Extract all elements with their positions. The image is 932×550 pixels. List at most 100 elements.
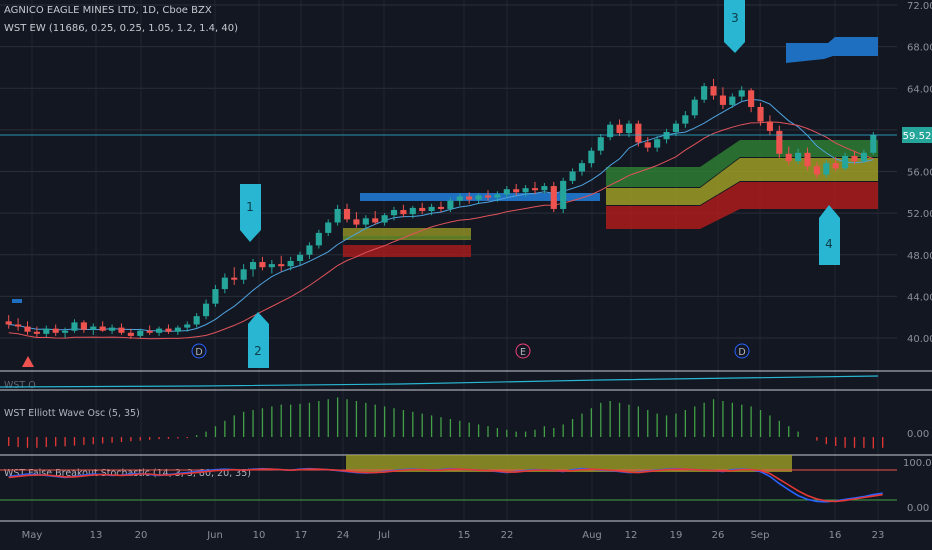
candle (785, 146, 792, 166)
candle (231, 267, 238, 285)
candle (531, 181, 539, 195)
candle (381, 213, 388, 226)
candle (503, 186, 510, 199)
candle (353, 212, 360, 228)
candle (466, 192, 473, 204)
time-tick: 23 (872, 530, 885, 541)
zone-yellow-2 (606, 158, 878, 205)
elliott-osc-histogram (8, 397, 884, 449)
time-axis[interactable]: May 13 20 Jun 10 17 24 Jul 15 22 Aug 12 19 26 Sep 16 23 (22, 530, 885, 541)
candle (776, 125, 783, 158)
candle (33, 326, 40, 337)
price-axis[interactable]: 72.0068.0064.0060.0056.0052.0048.0044.00… (907, 1, 932, 345)
candle (372, 211, 379, 225)
candle (625, 120, 633, 138)
candle (719, 87, 726, 110)
moving-averages (8, 98, 874, 340)
wave-label-1[interactable]: 1 (240, 184, 261, 242)
candle (174, 325, 181, 335)
zone-blue-target (786, 37, 878, 63)
candle (757, 102, 764, 126)
candle (362, 215, 369, 230)
ma-slow-line (8, 121, 874, 340)
wave-label-4[interactable]: 4 (819, 205, 840, 265)
candle (343, 203, 351, 223)
candle (80, 320, 87, 333)
zone-red-1 (343, 245, 471, 257)
wave-label-3[interactable]: 3 (724, 0, 745, 53)
candle (240, 264, 247, 284)
candle (334, 204, 341, 226)
candle (484, 190, 492, 201)
candle (588, 147, 595, 168)
candle (522, 185, 529, 197)
time-tick: May (22, 530, 43, 541)
svg-text:59.52: 59.52 (903, 131, 932, 142)
candle (409, 205, 416, 219)
time-tick: Sep (751, 530, 770, 541)
candle (43, 325, 50, 337)
candle (278, 255, 285, 272)
time-tick: 12 (625, 530, 638, 541)
osc-axis-zero: 0.00 (907, 429, 929, 440)
candle (118, 323, 125, 335)
zone-yellow-1 (343, 228, 471, 240)
candle (710, 78, 717, 100)
candle (400, 204, 407, 218)
candle (15, 318, 22, 331)
svg-text:E: E (520, 347, 526, 358)
time-tick: 13 (90, 530, 103, 541)
candle (137, 328, 144, 338)
time-tick: 20 (135, 530, 148, 541)
stoch-overbought-zone (346, 455, 792, 472)
candle (616, 119, 623, 137)
candle (390, 206, 398, 221)
candle (851, 150, 858, 165)
ma-fast-line (8, 98, 874, 332)
candle (127, 328, 134, 340)
stoch-title: WST False Breakout Stochastic (14, 3, 3,… (4, 468, 251, 479)
svg-text:1: 1 (246, 200, 254, 214)
time-tick: 15 (458, 530, 471, 541)
candle (109, 324, 116, 334)
price-tick: 72.00 (907, 1, 932, 12)
wave-label-2[interactable]: 2 (248, 312, 269, 368)
time-tick: Jun (206, 530, 223, 541)
svg-text:4: 4 (825, 237, 833, 251)
candle (701, 83, 708, 103)
candle (860, 149, 867, 164)
candle (870, 131, 877, 155)
event-marker-d1[interactable]: D (191, 343, 207, 359)
candle (184, 321, 191, 332)
price-badge: 59.52 (902, 127, 932, 143)
time-tick: 17 (295, 530, 308, 541)
candle (813, 162, 820, 179)
price-tick: 44.00 (907, 292, 932, 303)
candle (315, 229, 322, 249)
candle (635, 120, 642, 147)
event-marker-e[interactable]: E (515, 343, 531, 359)
symbol-title: AGNICO EAGLE MINES LTD, 1D, Cboe BZX (4, 5, 212, 16)
candle (748, 88, 755, 113)
candle (428, 203, 435, 216)
candle (494, 191, 501, 202)
svg-text:2: 2 (254, 344, 262, 358)
price-tick: 48.00 (907, 251, 932, 262)
candle (90, 323, 97, 335)
candle (268, 259, 275, 274)
candle (325, 219, 332, 237)
event-marker-d2[interactable]: D (734, 343, 750, 359)
candle (165, 324, 172, 334)
candle (578, 160, 586, 176)
stoch-axis-top: 100.00 (903, 458, 932, 469)
price-tick: 64.00 (907, 84, 932, 95)
candle (842, 152, 849, 171)
candle (52, 324, 59, 336)
svg-text:D: D (195, 347, 202, 358)
stoch-axis-bottom: 0.00 (907, 503, 929, 514)
time-tick: Jul (377, 530, 390, 541)
time-tick: 16 (829, 530, 842, 541)
candle (663, 128, 670, 144)
candle (738, 86, 745, 101)
